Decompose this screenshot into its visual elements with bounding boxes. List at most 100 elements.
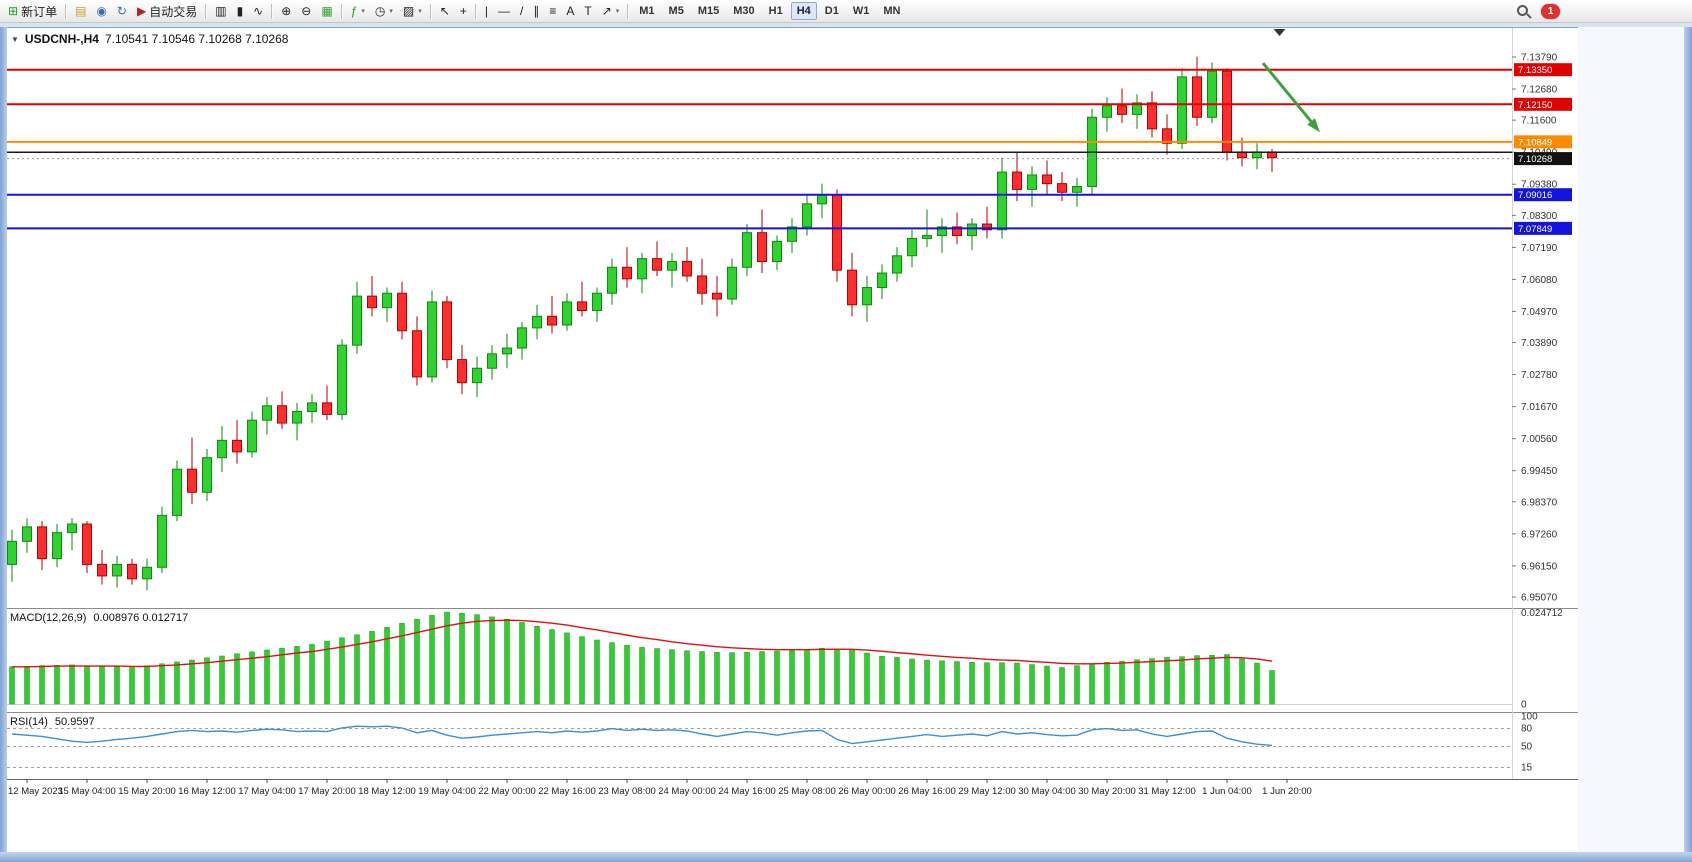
candle-bullish: [67, 523, 77, 534]
candle-bullish: [817, 194, 827, 205]
text-label-button[interactable]: T: [579, 2, 596, 21]
macd-bar: [1029, 664, 1035, 705]
line-chart-button[interactable]: ∿: [248, 2, 268, 21]
timeframe-m15-button[interactable]: M15: [692, 2, 725, 20]
charts-button[interactable]: ▤: [70, 2, 91, 21]
trendline-button[interactable]: /: [515, 2, 528, 21]
time-axis-label: 29 May 12:00: [958, 786, 1016, 797]
new-order-button[interactable]: ⊞ 新订单: [3, 2, 62, 21]
candle-bearish: [652, 258, 662, 271]
timeframe-h1-button[interactable]: H1: [763, 2, 789, 20]
price-tick-label: 6.95070: [1521, 593, 1558, 604]
macd-bar: [519, 622, 525, 705]
macd-bar: [1269, 670, 1275, 705]
time-axis-label: 12 May 2023: [8, 786, 63, 797]
macd-axis-zero: 0: [1521, 700, 1527, 711]
timeframe-m1-button[interactable]: M1: [633, 2, 660, 20]
arrows-button[interactable]: ↗ ▾: [597, 2, 625, 21]
timeframe-h4-button[interactable]: H4: [790, 2, 817, 20]
profiles-button[interactable]: ◉: [91, 2, 111, 21]
auto-trading-button[interactable]: ▶ 自动交易: [132, 2, 202, 21]
toolbar-separator: [474, 3, 477, 19]
zoom-in-button[interactable]: ⊕: [276, 2, 296, 21]
zoom-out-button[interactable]: ⊖: [296, 2, 316, 21]
candle-bullish: [667, 261, 677, 271]
toolbar-separator: [340, 3, 343, 19]
candle-bearish: [82, 523, 92, 565]
fibonacci-button[interactable]: ≡: [544, 2, 561, 21]
price-tick-label: 7.04970: [1521, 307, 1558, 318]
candle-bearish: [97, 563, 107, 577]
candle-bullish: [262, 405, 272, 421]
indicators-button[interactable]: ƒ ▾: [346, 2, 370, 21]
toolbar-right: 1: [1516, 4, 1560, 19]
candle-bearish: [982, 223, 992, 231]
search-icon[interactable]: [1516, 4, 1532, 19]
templates-button[interactable]: ▨ ▾: [398, 2, 427, 21]
candle-bullish: [1177, 76, 1187, 144]
macd-bar: [849, 649, 855, 705]
timeframe-mn-button[interactable]: MN: [877, 2, 906, 20]
one-click-trading-icon[interactable]: ▼: [11, 34, 19, 44]
macd-bar: [939, 660, 945, 705]
time-axis-label: 24 May 16:00: [718, 786, 776, 797]
candle-bullish: [1102, 105, 1112, 118]
window-frame-bottom: [0, 852, 1692, 862]
text-label-icon: T: [584, 4, 592, 18]
trend-arrow[interactable]: [1261, 62, 1315, 126]
bar-chart-icon: ▥: [215, 4, 227, 18]
main-toolbar: ⊞ 新订单 ▤ ◉ ↻ ▶ 自动交易 ▥ ▮ ∿ ⊕ ⊖ ▦ ƒ ▾ ◷ ▾ ▨ ▾ ↖ + | — / ∥ ≡ A T ↗ ▾ M1 M5…: [0, 0, 1692, 23]
price-tag-label: 7.12150: [1518, 100, 1552, 111]
macd-bar: [219, 655, 225, 705]
periods-icon: ◷: [374, 4, 386, 18]
time-axis-label: 17 May 20:00: [298, 786, 356, 797]
candle-bearish: [322, 402, 332, 415]
macd-bar: [1134, 659, 1140, 705]
time-axis-label: 19 May 04:00: [418, 786, 476, 797]
crosshair-button[interactable]: +: [455, 2, 472, 21]
macd-bar: [609, 642, 615, 705]
equidistant-channel-button[interactable]: ∥: [528, 2, 544, 21]
timeframe-d1-button[interactable]: D1: [819, 2, 845, 20]
macd-bar: [1014, 662, 1020, 705]
bar-chart-button[interactable]: ▥: [210, 2, 231, 21]
time-axis-label: 16 May 12:00: [178, 786, 236, 797]
tile-windows-button[interactable]: ▦: [316, 2, 337, 21]
candle-bullish: [472, 367, 482, 384]
horizontal-line-icon: —: [497, 4, 510, 18]
cursor-button[interactable]: ↖: [435, 2, 455, 21]
timeframe-m30-button[interactable]: M30: [727, 2, 760, 20]
time-axis-label: 23 May 08:00: [598, 786, 656, 797]
macd-bar: [264, 649, 270, 705]
cursor-icon: ↖: [439, 4, 450, 18]
timeframe-m5-button[interactable]: M5: [663, 2, 690, 20]
notification-badge[interactable]: 1: [1541, 4, 1560, 19]
macd-bar: [9, 666, 15, 705]
macd-bar: [84, 665, 90, 705]
macd-bar: [1044, 665, 1050, 705]
candle-bullish: [112, 563, 122, 577]
chart-shift-icon[interactable]: [1273, 29, 1286, 36]
candle-bearish: [712, 292, 722, 300]
price-tag-label: 7.13350: [1518, 65, 1552, 76]
macd-bar: [324, 640, 330, 705]
candlestick-chart-button[interactable]: ▮: [232, 2, 249, 21]
price-tick-label: 6.98370: [1521, 497, 1558, 508]
price-tick-label: 7.09380: [1521, 180, 1558, 191]
horizontal-line-button[interactable]: —: [493, 2, 515, 21]
macd-bar: [429, 615, 435, 705]
equidistant-channel-icon: ∥: [533, 4, 540, 18]
refresh-button[interactable]: ↻: [112, 2, 132, 21]
timeframe-w1-button[interactable]: W1: [847, 2, 876, 20]
macd-bar: [204, 657, 210, 705]
macd-bar: [774, 650, 780, 705]
vertical-line-button[interactable]: |: [480, 2, 493, 21]
text-button[interactable]: A: [561, 2, 579, 21]
new-order-icon: ⊞: [8, 4, 19, 18]
periods-button[interactable]: ◷ ▾: [370, 2, 398, 21]
toolbar-separator: [627, 3, 630, 19]
macd-bar: [279, 647, 285, 705]
price-tick-label: 7.07190: [1521, 243, 1558, 254]
price-tick-label: 7.13790: [1521, 53, 1558, 64]
